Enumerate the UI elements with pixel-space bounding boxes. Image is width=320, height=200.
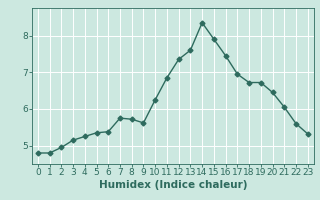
X-axis label: Humidex (Indice chaleur): Humidex (Indice chaleur) [99,180,247,190]
